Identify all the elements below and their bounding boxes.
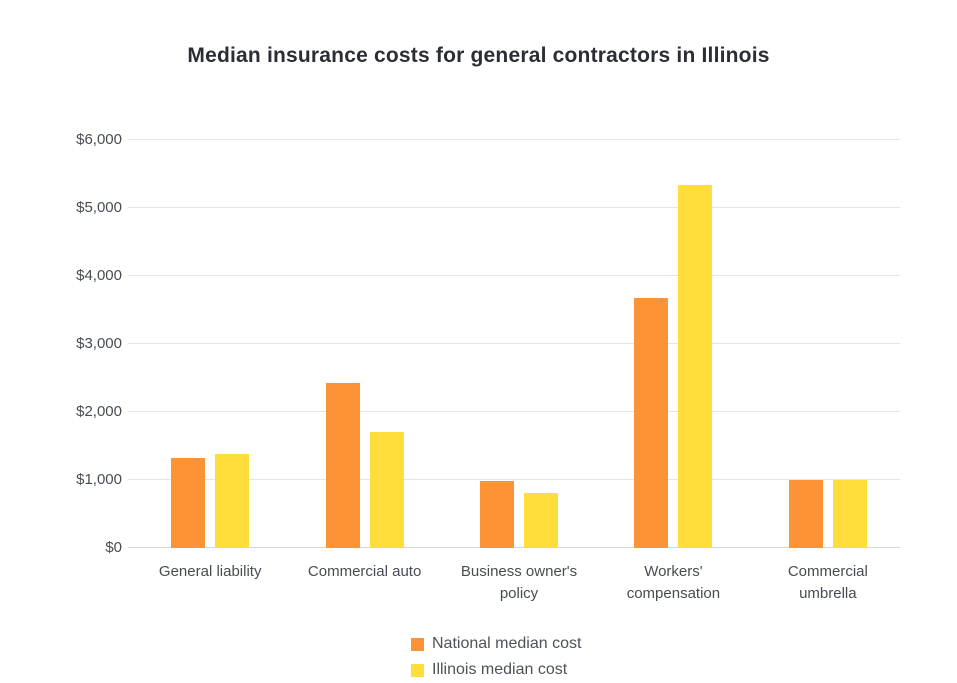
legend-item-illinois-median-cost: Illinois median cost xyxy=(411,657,581,683)
x-tick-label-workers-compensation: Workers' compensation xyxy=(626,563,721,602)
x-tick-label-general-liability: General liability xyxy=(158,563,262,580)
bar-illinois-median-cost-commercial-umbrella xyxy=(832,480,867,548)
legend-item-national-median-cost: National median cost xyxy=(411,631,581,657)
y-axis: $0 $1,000 $2,000 $3,000 $4,000 $5,000 $6,000 xyxy=(40,131,122,556)
bar-national-median-cost-business-owner-s-policy xyxy=(480,480,515,548)
legend-swatch-icon xyxy=(411,663,424,677)
x-axis: General liability Commercial auto Business… xyxy=(133,561,905,605)
bar-national-median-cost-commercial-umbrella xyxy=(788,480,823,548)
bar-illinois-median-cost-business-owner-s-policy xyxy=(524,492,559,548)
bar-groups xyxy=(133,140,905,548)
y-tick-label-3-000: $3,000 xyxy=(76,335,122,352)
legend: National median cost Illinois median cost xyxy=(411,631,581,683)
legend-swatch-icon xyxy=(411,637,424,651)
gridline-4-000 xyxy=(128,275,900,277)
chart-title: Median insurance costs for general contr… xyxy=(187,44,770,67)
y-tick-label-2-000: $2,000 xyxy=(76,403,122,421)
bar-group-commercial-umbrella xyxy=(751,140,905,548)
x-tick-label-commercial-auto: Commercial auto xyxy=(307,563,422,580)
legend-label: Illinois median cost xyxy=(432,661,568,678)
y-tick-label-5-000: $5,000 xyxy=(76,199,122,216)
x-tick-label-commercial-umbrella: Commercial umbrella xyxy=(787,563,868,602)
gridline-5-000 xyxy=(128,207,900,208)
y-tick-label-6-000: $6,000 xyxy=(76,131,122,148)
bar-group-workers-compensation xyxy=(596,140,750,548)
bar-illinois-median-cost-general-liability xyxy=(215,454,250,548)
bar-national-median-cost-general-liability xyxy=(171,458,206,548)
gridline-2-000 xyxy=(128,411,900,413)
legend-label: National median cost xyxy=(432,635,582,652)
y-tick-label-4-000: $4,000 xyxy=(76,267,122,285)
x-tick-label-business-owner-s-policy: Business owner's policy xyxy=(460,563,578,602)
bar-national-median-cost-workers-compensation xyxy=(634,297,669,548)
bar-illinois-median-cost-workers-compensation xyxy=(678,184,713,548)
y-tick-label-1-000: $1,000 xyxy=(76,471,122,489)
gridline-3-000 xyxy=(128,343,900,344)
y-tick-label-0: $0 xyxy=(105,539,122,556)
bar-group-general-liability xyxy=(133,140,287,548)
bar-group-commercial-auto xyxy=(287,140,441,548)
plot-area xyxy=(128,139,900,548)
gridline-1-000 xyxy=(128,479,900,481)
bar-group-business-owner-s-policy xyxy=(442,140,596,548)
bar-national-median-cost-commercial-auto xyxy=(325,383,360,548)
gridline-6-000 xyxy=(128,139,900,140)
bar-illinois-median-cost-commercial-auto xyxy=(369,432,404,548)
